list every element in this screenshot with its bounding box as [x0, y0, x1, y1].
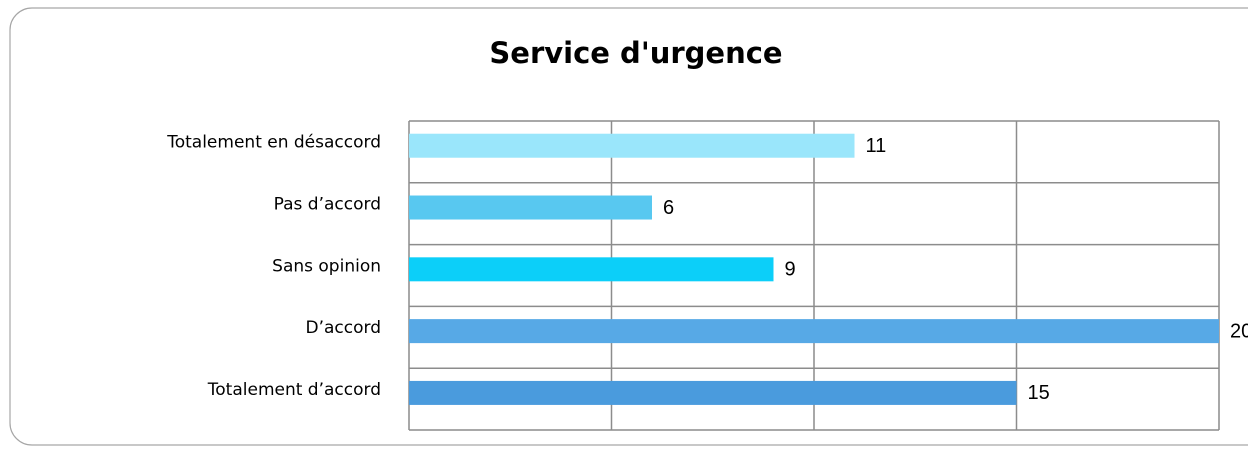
data-label: 20: [1230, 320, 1248, 342]
data-label: 15: [1028, 382, 1050, 404]
data-label: 6: [663, 197, 674, 219]
bar: [409, 133, 855, 158]
y-tick-label: Sans opinion: [272, 256, 381, 276]
data-label: 9: [785, 259, 796, 281]
y-tick-label: Totalement en désaccord: [166, 133, 381, 153]
bar: [409, 195, 652, 220]
frame: [9, 7, 1248, 446]
y-tick-label: Pas d’accord: [274, 195, 381, 215]
bar: [409, 380, 1017, 405]
y-tick-label: D’accord: [306, 318, 382, 338]
bar: [409, 319, 1219, 344]
bar: [409, 257, 774, 282]
y-tick-label: Totalement d’accord: [207, 380, 381, 400]
data-label: 11: [866, 135, 887, 157]
chart-title: Service d'urgence: [489, 36, 782, 70]
